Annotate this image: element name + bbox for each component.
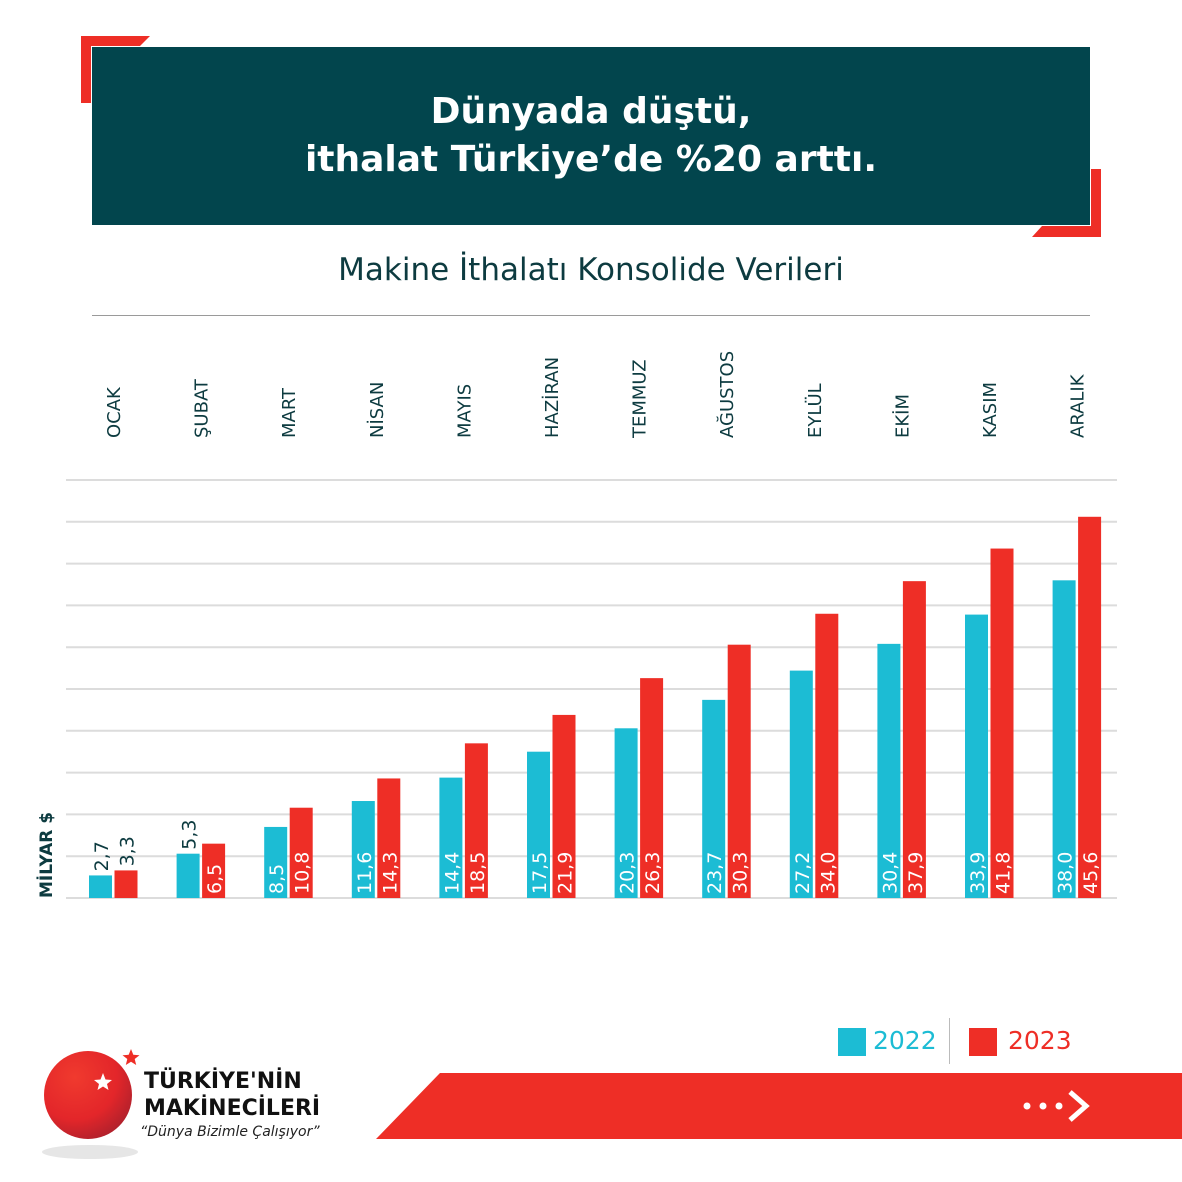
bar-2022 — [614, 728, 638, 898]
data-label: 6,5 — [204, 864, 226, 894]
month-label: HAZİRAN — [542, 357, 563, 438]
data-label: 34,0 — [817, 852, 839, 894]
month-label: KASIM — [980, 382, 1001, 438]
bar-2022 — [351, 801, 375, 898]
bar-2023 — [202, 843, 226, 898]
bar-2022 — [439, 777, 463, 898]
bar-2022 — [702, 699, 726, 898]
bar-2022 — [877, 643, 901, 898]
corner-accent-bottom-right — [1032, 169, 1101, 237]
bar-2022 — [89, 875, 112, 898]
bar-2022 — [789, 670, 813, 898]
bar-2023 — [727, 644, 751, 898]
data-label: 30,3 — [730, 852, 752, 894]
month-label: EKİM — [892, 394, 913, 438]
month-label: ŞUBAT — [192, 378, 213, 438]
brand-tagline: “Dünya Bizimle Çalışıyor” — [140, 1124, 320, 1140]
brand-line-1: TÜRKİYE'NİN — [144, 1069, 302, 1094]
legend-swatch-2023 — [969, 1028, 997, 1056]
month-label: AĞUSTOS — [716, 351, 738, 438]
month-label: MART — [279, 387, 300, 438]
data-label: 2,7 — [91, 841, 113, 871]
bar-2022 — [527, 751, 550, 898]
data-label: 37,9 — [905, 852, 927, 894]
month-label: ARALIK — [1068, 373, 1089, 438]
data-label: 10,8 — [292, 852, 314, 894]
data-label: 8,5 — [266, 864, 288, 894]
bar-2023 — [1078, 516, 1102, 898]
data-label: 3,3 — [117, 836, 139, 866]
data-label: 20,3 — [617, 852, 639, 894]
corner-accent-top-left — [81, 36, 150, 103]
data-label: 21,9 — [555, 852, 577, 894]
chart-title: Makine İthalatı Konsolide Verileri — [338, 252, 844, 288]
logo-small-star-icon — [122, 1049, 140, 1065]
bar-2022 — [176, 853, 200, 898]
bar-2023 — [990, 548, 1014, 898]
next-icon[interactable] — [1023, 1090, 1090, 1122]
bar-chart: MİLYAR $ OCAK 2,7 3,3 ŞUBAT 5,36,5 MART 8,5 10,8… — [35, 351, 1117, 899]
month-label: MAYIS — [454, 384, 475, 438]
month-label: NİSAN — [367, 382, 388, 438]
brand-line-2: MAKİNECİLERİ — [144, 1096, 321, 1121]
divider — [92, 315, 1090, 316]
logo-circle — [44, 1051, 132, 1139]
header-title: Dünyada düştü, ithalat Türkiye’de %20 ar… — [92, 47, 1090, 225]
logo-shadow — [42, 1145, 138, 1159]
data-label: 11,6 — [354, 852, 376, 894]
legend-divider — [949, 1018, 950, 1064]
bar-2022 — [965, 614, 988, 898]
bar-2023 — [902, 581, 926, 898]
bar-2023 — [377, 778, 401, 898]
month-label: EYLÜL — [804, 383, 826, 438]
month-label: TEMMUZ — [630, 359, 651, 439]
footer-banner — [376, 1073, 1182, 1139]
data-label: 18,5 — [467, 852, 489, 894]
bar-2023 — [114, 870, 138, 898]
data-label: 33,9 — [967, 852, 989, 894]
data-label: 41,8 — [993, 852, 1015, 894]
data-label: 23,7 — [704, 852, 726, 894]
data-label: 14,4 — [441, 852, 463, 894]
bar-2023 — [815, 613, 839, 898]
brand-name: TÜRKİYE'NİN MAKİNECİLERİ — [144, 1068, 320, 1122]
bar-2023 — [552, 714, 576, 898]
data-label: 30,4 — [879, 852, 901, 894]
data-label: 17,5 — [529, 852, 551, 894]
bar-2023 — [464, 743, 488, 898]
logo-star-icon — [94, 1073, 112, 1090]
month-label: OCAK — [104, 386, 125, 438]
data-label: 26,3 — [642, 852, 664, 894]
title-line-2: ithalat Türkiye’de %20 arttı. — [304, 139, 878, 180]
bar-2022 — [264, 826, 288, 898]
data-label: 14,3 — [379, 852, 401, 894]
legend-swatch-2022 — [838, 1028, 866, 1056]
title-line-1: Dünyada düştü, — [430, 91, 752, 132]
bar-2023 — [289, 807, 313, 898]
data-label: 27,2 — [792, 852, 814, 894]
legend-label-2022: 2022 — [873, 1026, 937, 1055]
data-label: 45,6 — [1080, 852, 1102, 894]
bar-2022 — [1052, 580, 1076, 898]
y-axis-label: MİLYAR $ — [35, 812, 57, 898]
data-label: 5,3 — [179, 819, 201, 849]
bar-2023 — [640, 678, 664, 898]
data-label: 38,0 — [1055, 852, 1077, 894]
legend-label-2023: 2023 — [1008, 1026, 1072, 1055]
